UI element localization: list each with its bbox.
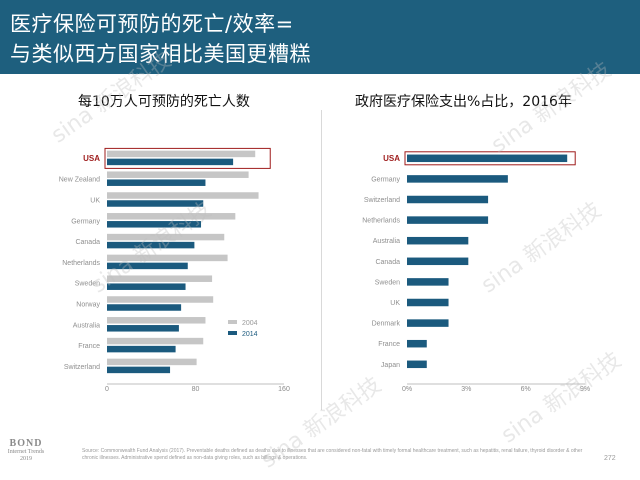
- category-label: Japan: [381, 362, 400, 369]
- category-label: Germany: [71, 218, 100, 225]
- category-label: Norway: [76, 302, 100, 309]
- bar-2014: [107, 200, 204, 207]
- category-label: Denmark: [372, 321, 401, 328]
- bar-value: [407, 339, 427, 348]
- bar-2004: [107, 171, 249, 178]
- title-banner: 医疗保险可预防的死亡/效率= 与类似西方国家相比美国更糟糕: [0, 0, 640, 74]
- bar-2014: [107, 158, 234, 166]
- bar-2004: [107, 358, 197, 366]
- page-number: 272: [604, 455, 616, 462]
- legend-swatch: [228, 331, 237, 335]
- bar-value: [407, 154, 568, 163]
- bar-2004: [107, 254, 228, 262]
- x-tick-label: 9%: [580, 386, 590, 393]
- chart-divider: [321, 110, 322, 410]
- bar-value: [407, 195, 489, 204]
- x-tick-label: 160: [278, 386, 290, 393]
- category-label: Netherlands: [62, 260, 100, 267]
- category-label: USA: [83, 154, 100, 163]
- bar-2014: [107, 366, 171, 374]
- category-label: France: [378, 341, 400, 348]
- bar-2014: [107, 304, 182, 311]
- bar-2004: [107, 213, 236, 220]
- bar-2004: [107, 337, 204, 345]
- bar-2004: [107, 317, 206, 324]
- bar-2014: [107, 241, 195, 249]
- category-label: Switzerland: [64, 364, 100, 371]
- bar-2014: [107, 283, 186, 290]
- bar-value: [407, 298, 449, 307]
- bar-value: [407, 360, 427, 369]
- left-chart-title: 每10万人可预防的死亡人数: [78, 94, 250, 110]
- bar-2004: [107, 150, 256, 158]
- x-tick-label: 80: [192, 386, 200, 393]
- legend-swatch: [228, 320, 237, 324]
- logo-sub: Internet Trends: [7, 449, 45, 455]
- bar-2004: [107, 192, 259, 199]
- bond-logo: BOND Internet Trends 2019: [6, 438, 46, 463]
- logo-main: BOND: [9, 438, 43, 449]
- logo-year: 2019: [20, 456, 32, 462]
- bar-value: [407, 175, 508, 183]
- bar-2014: [107, 179, 206, 186]
- bar-2004: [107, 233, 225, 241]
- category-label: Canada: [75, 239, 100, 246]
- legend-label: 2004: [242, 320, 258, 327]
- bar-2014: [107, 345, 176, 353]
- highlight-box: [404, 151, 576, 166]
- bar-value: [407, 257, 469, 266]
- source-note: Source: Commonwealth Fund Analysis (2017…: [82, 448, 583, 461]
- category-label: Sweden: [75, 281, 100, 288]
- x-tick-label: 0: [105, 386, 109, 393]
- category-label: France: [78, 343, 100, 350]
- highlight-box: [104, 147, 271, 169]
- category-label: Netherlands: [362, 218, 400, 225]
- category-label: Germany: [371, 176, 400, 183]
- category-label: USA: [383, 154, 400, 163]
- category-label: New Zealand: [59, 177, 100, 184]
- bar-value: [407, 319, 449, 327]
- bar-2004: [107, 296, 214, 303]
- x-tick-label: 0%: [402, 386, 412, 393]
- right-chart-title: 政府医疗保险支出%占比，2016年: [355, 94, 572, 110]
- bar-2014: [107, 325, 179, 332]
- bar-value: [407, 278, 449, 286]
- legend-label: 2014: [242, 331, 258, 338]
- category-label: Sweden: [375, 279, 400, 286]
- bar-value: [407, 236, 469, 245]
- bar-2014: [107, 221, 202, 228]
- category-label: Australia: [373, 238, 400, 245]
- bar-value: [407, 216, 489, 224]
- title-line-1: 医疗保险可预防的死亡/效率=: [10, 12, 294, 36]
- bar-2004: [107, 275, 213, 282]
- category-label: Australia: [73, 322, 100, 329]
- title-line-2: 与类似西方国家相比美国更糟糕: [10, 42, 311, 66]
- category-label: UK: [90, 198, 100, 205]
- x-tick-label: 3%: [461, 386, 471, 393]
- x-tick-label: 6%: [521, 386, 531, 393]
- category-label: Canada: [375, 259, 400, 266]
- bar-2014: [107, 262, 188, 270]
- category-label: Switzerland: [364, 197, 400, 204]
- category-label: UK: [390, 300, 400, 307]
